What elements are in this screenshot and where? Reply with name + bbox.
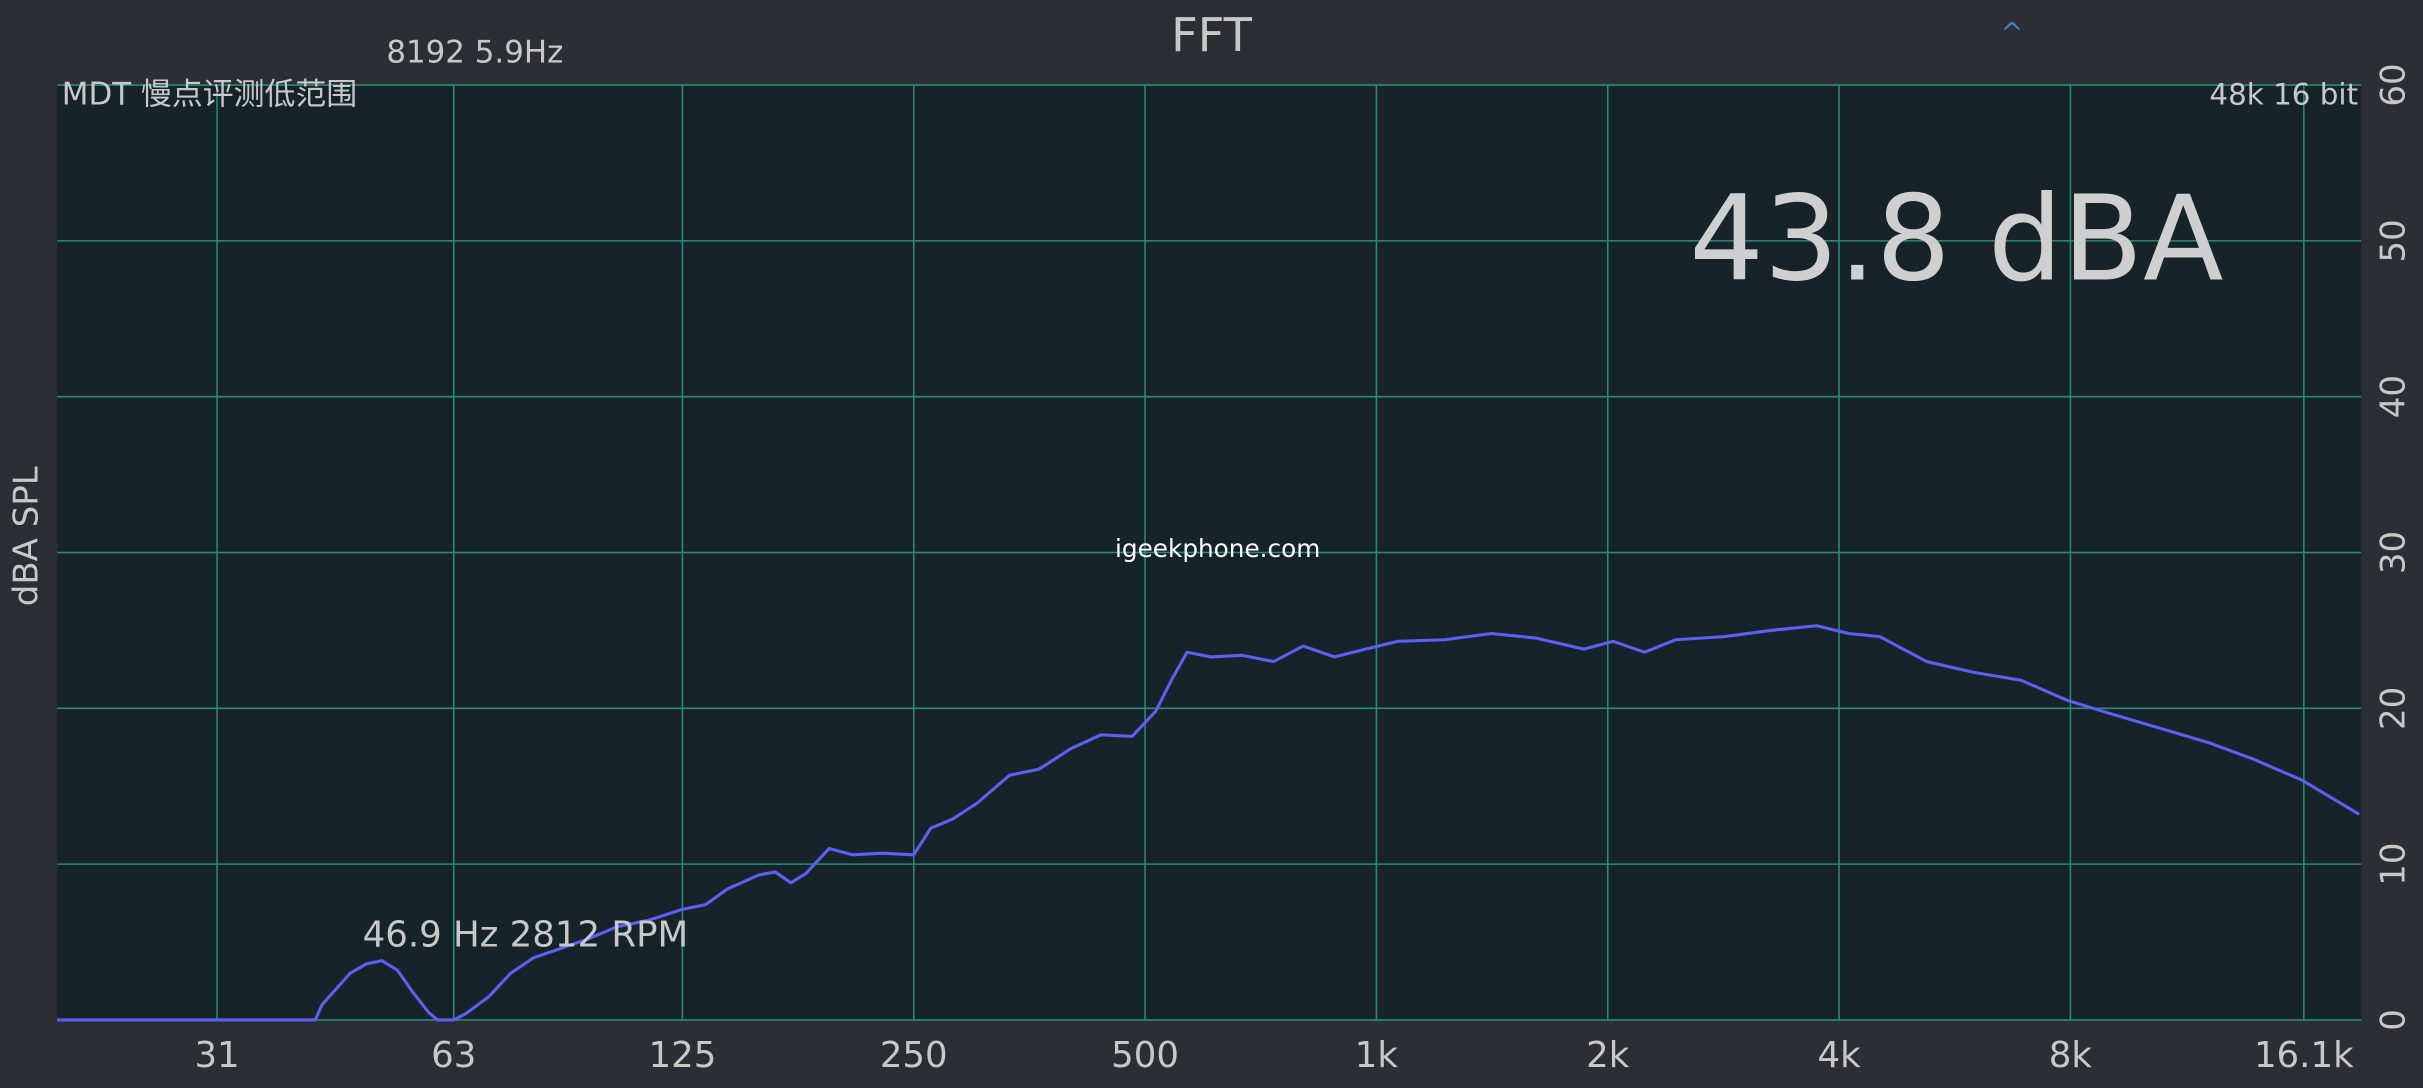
y-tick-label: 20 xyxy=(2374,687,2414,730)
x-tick-label: 1k xyxy=(1355,1035,1399,1076)
y-tick-label: 10 xyxy=(2374,843,2414,886)
x-tick-label: 63 xyxy=(431,1035,476,1076)
y-tick-label: 50 xyxy=(2374,219,2414,262)
format-label: 48k 16 bit xyxy=(2209,77,2358,111)
y-tick-label: 0 xyxy=(2374,1009,2414,1031)
watermark: igeekphone.com xyxy=(1115,534,1320,563)
fft-settings[interactable]: 8192 5.9Hz xyxy=(386,35,563,71)
y-tick-label: 40 xyxy=(2374,375,2414,418)
fft-curve xyxy=(57,624,2360,1022)
grid xyxy=(57,84,2362,1021)
chart-title: MDT 慢点评测低范围 xyxy=(62,76,357,112)
x-tick-label: 16.1k xyxy=(2254,1035,2354,1076)
x-tick-label: 125 xyxy=(648,1035,716,1076)
x-tick-label: 4k xyxy=(1817,1035,1861,1076)
collapse-toggle[interactable]: ^ xyxy=(2000,16,2023,49)
y-tick-label: 60 xyxy=(2374,63,2414,106)
x-tick-label: 8k xyxy=(2049,1035,2093,1076)
level-readout: 43.8 dBA xyxy=(1689,171,2223,308)
x-tick-label: 250 xyxy=(880,1035,948,1076)
peak-annotation: 46.9 Hz 2812 RPM xyxy=(363,915,689,956)
screen-title: FFT xyxy=(1171,8,1252,62)
y-tick-label: 30 xyxy=(2374,531,2414,574)
x-tick-label: 31 xyxy=(194,1035,239,1076)
x-tick-label: 2k xyxy=(1586,1035,1630,1076)
x-tick-label: 500 xyxy=(1111,1035,1179,1076)
marks xyxy=(57,624,2360,1022)
y-axis-label: dBA SPL xyxy=(6,466,46,606)
